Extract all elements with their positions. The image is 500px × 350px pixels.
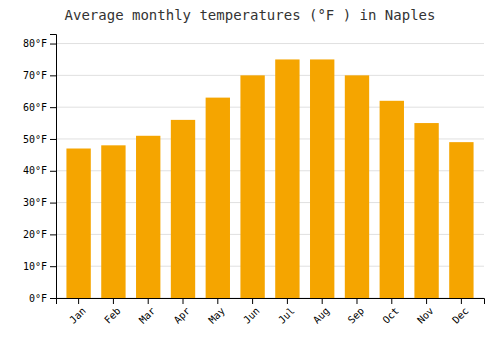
y-tick: 20°F — [23, 229, 56, 240]
y-tick: 10°F — [23, 261, 56, 272]
y-tick: 80°F — [23, 38, 56, 49]
y-tick-mark — [50, 234, 56, 235]
grid — [56, 44, 484, 298]
grid-line — [56, 107, 484, 108]
x-tick: May — [206, 298, 227, 326]
grid-line — [56, 43, 484, 44]
x-tick: Dec — [450, 298, 471, 326]
x-tick-label: Feb — [102, 305, 123, 326]
x-tick-mark — [356, 298, 357, 304]
bar — [275, 59, 299, 298]
bar — [101, 145, 125, 298]
y-tick-mark — [50, 266, 56, 267]
y-tick-mark — [50, 203, 56, 204]
x-tick-label: Jul — [276, 305, 297, 326]
grid-line — [56, 75, 484, 76]
y-axis-line — [50, 35, 57, 299]
x-tick-label: Jan — [67, 305, 88, 326]
y-tick-label: 0°F — [29, 293, 47, 304]
y-tick-mark — [50, 298, 56, 299]
y-tick-mark — [50, 75, 56, 76]
x-tick-label: Apr — [172, 305, 193, 326]
x-tick: Jan — [67, 298, 88, 326]
y-tick-label: 50°F — [23, 134, 47, 145]
y-tick-mark — [50, 107, 56, 108]
plot: 0°F 10°F 20°F 30°F 40°F 50°F 60°F 70°F 80°F Jan Fe… — [23, 35, 485, 326]
x-tick: Jun — [241, 298, 262, 326]
x-tick: Nov — [415, 298, 436, 326]
title: Average monthly temperatures (°F ) in Na… — [65, 7, 436, 23]
x-tick-mark — [322, 298, 323, 304]
bar — [414, 123, 438, 298]
x-tick-mark — [148, 298, 149, 304]
x-tick-label: Dec — [450, 305, 471, 326]
y-axis: 0°F 10°F 20°F 30°F 40°F 50°F 60°F 70°F 80°F — [23, 35, 57, 304]
y-tick-label: 30°F — [23, 197, 47, 208]
bar — [240, 75, 264, 298]
bar — [310, 59, 334, 298]
bar — [449, 142, 473, 298]
y-tick: 60°F — [23, 102, 56, 113]
x-tick-mark — [78, 298, 79, 304]
x-tick: Jul — [276, 298, 297, 326]
y-tick-mark — [50, 44, 56, 45]
x-tick-mark — [217, 298, 218, 304]
x-tick-mark — [426, 298, 427, 304]
x-tick: Feb — [102, 298, 123, 326]
y-tick-label: 60°F — [23, 102, 47, 113]
x-tick-mark — [252, 298, 253, 304]
bar — [171, 120, 195, 298]
y-tick: 50°F — [23, 134, 56, 145]
bar — [380, 101, 404, 298]
x-tick-mark — [461, 298, 462, 304]
x-tick: Oct — [380, 298, 401, 326]
y-tick-label: 80°F — [23, 38, 47, 49]
x-tick: Mar — [137, 298, 158, 326]
x-tick-label: Aug — [311, 305, 332, 326]
bar — [206, 98, 230, 298]
y-tick: 0°F — [29, 293, 56, 304]
y-tick-label: 40°F — [23, 165, 47, 176]
y-tick-label: 20°F — [23, 229, 47, 240]
y-tick-mark — [50, 171, 56, 172]
x-tick-mark — [113, 298, 114, 304]
x-tick-label: Mar — [137, 305, 158, 326]
bar — [66, 149, 90, 298]
y-tick-mark — [50, 139, 56, 140]
y-tick-label: 10°F — [23, 261, 47, 272]
x-tick: Apr — [172, 298, 193, 326]
x-tick-label: Jun — [241, 305, 262, 326]
bar — [136, 136, 160, 298]
x-axis-line — [57, 299, 485, 305]
x-tick: Sep — [346, 298, 367, 326]
bar — [345, 75, 369, 298]
x-tick-mark — [183, 298, 184, 304]
x-tick-label: Nov — [415, 305, 436, 326]
y-tick-label: 70°F — [23, 70, 47, 81]
x-tick-label: Oct — [380, 305, 401, 326]
x-tick-label: May — [206, 305, 227, 326]
x-tick: Aug — [311, 298, 332, 326]
bars — [66, 59, 473, 298]
x-tick-mark — [391, 298, 392, 304]
x-tick-mark — [287, 298, 288, 304]
y-tick: 30°F — [23, 197, 56, 208]
x-axis: Jan Feb Mar Apr May Jun Jul Aug Sep Oct Nov Dec — [57, 298, 485, 326]
x-tick-label: Sep — [346, 305, 367, 326]
chart: Average monthly temperatures (°F ) in Na… — [0, 0, 500, 350]
y-tick: 70°F — [23, 70, 56, 81]
y-tick: 40°F — [23, 165, 56, 176]
